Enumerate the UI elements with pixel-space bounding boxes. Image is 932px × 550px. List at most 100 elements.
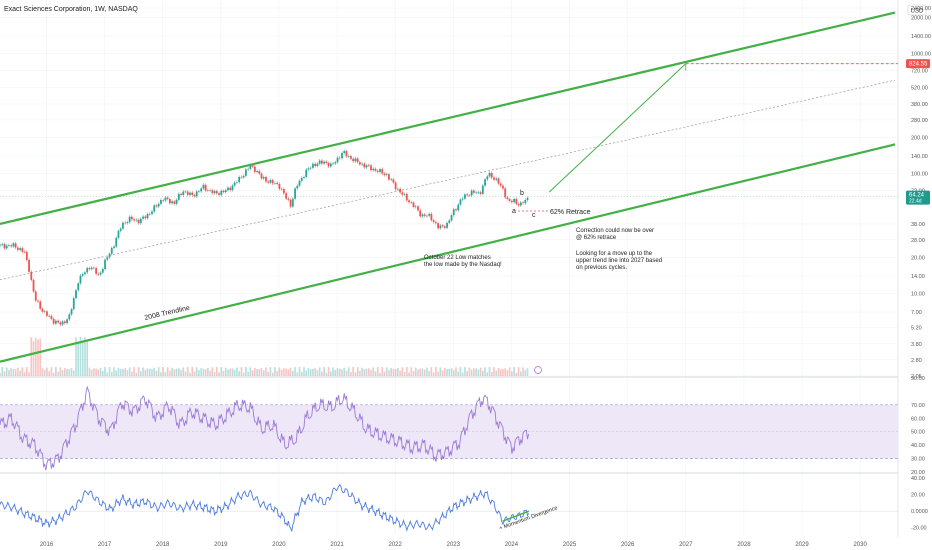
price-candle <box>495 178 498 180</box>
price-candle <box>468 195 471 197</box>
price-candle <box>166 197 169 200</box>
price-candle <box>381 169 384 174</box>
volume-bar <box>444 367 446 376</box>
volume-bar <box>314 368 316 376</box>
price-candle <box>63 321 66 324</box>
price-candle <box>481 185 484 194</box>
price-candle <box>52 318 55 324</box>
alert-icon[interactable] <box>534 366 542 374</box>
currency-box[interactable] <box>907 4 927 16</box>
price-candle <box>417 206 419 211</box>
channel-lines[interactable] <box>0 11 898 363</box>
price-candle <box>104 259 106 270</box>
divergence-line[interactable] <box>502 510 530 522</box>
upper-channel-line[interactable] <box>0 11 896 225</box>
price-candle <box>168 199 171 204</box>
price-candle <box>399 188 402 193</box>
time-tick-label: 2027 <box>679 542 693 548</box>
price-candle <box>345 151 348 157</box>
volume-bar <box>522 367 524 376</box>
price-candle <box>526 197 529 201</box>
channel-midline[interactable] <box>0 79 896 281</box>
price-candle <box>484 179 486 186</box>
price-candle <box>428 213 431 216</box>
volume-bar <box>148 368 151 376</box>
price-candle <box>48 315 51 317</box>
price-candle <box>25 251 28 260</box>
volume-bar <box>79 337 82 376</box>
price-candle <box>193 195 196 197</box>
price-candle <box>488 172 491 177</box>
volume-bar <box>70 367 73 376</box>
volume-bar <box>520 371 522 376</box>
volume-bar <box>269 367 272 376</box>
volume-bar <box>361 367 363 376</box>
price-candle <box>455 209 457 211</box>
price-candle <box>267 181 270 183</box>
price-tick-label: 7.00 <box>911 310 922 316</box>
price-candle <box>21 248 24 252</box>
volume-bar <box>414 367 417 376</box>
price-candle <box>517 203 520 206</box>
volume-bar <box>464 367 466 376</box>
currency-label: USD <box>911 9 924 15</box>
price-candle <box>247 168 250 170</box>
volume-bar <box>330 371 332 376</box>
volume-bar <box>493 367 495 376</box>
price-candle <box>135 219 138 221</box>
volume-bar <box>338 368 341 376</box>
price-candle <box>334 162 337 164</box>
price-candle <box>316 163 319 167</box>
price-candle <box>405 193 408 201</box>
price-candle <box>300 177 303 181</box>
price-candle <box>376 170 379 172</box>
price-candle <box>10 245 13 247</box>
volume-bar <box>345 370 348 376</box>
volume-bar <box>84 337 86 376</box>
price-candle <box>50 315 53 319</box>
price-candle <box>162 200 165 201</box>
price-candle <box>23 251 26 253</box>
volume-bar <box>216 367 218 376</box>
projection-line[interactable] <box>548 63 687 193</box>
price-candle <box>262 177 265 179</box>
volume-bar <box>379 372 381 376</box>
volume-bar <box>294 367 296 376</box>
price-candle <box>182 191 185 195</box>
price-candle <box>106 257 109 260</box>
volume-bar <box>280 369 283 376</box>
volume-bar <box>305 370 308 376</box>
price-candle <box>227 187 229 191</box>
volume-bar <box>441 370 444 376</box>
volume-bar <box>64 368 66 376</box>
price-candle <box>229 187 232 191</box>
volume-bar <box>236 367 238 376</box>
volume-bar <box>113 367 115 376</box>
price-candle <box>318 160 321 164</box>
momentum-series <box>0 484 898 532</box>
price-candle <box>452 209 455 216</box>
price-candle <box>338 157 341 159</box>
time-tick-label: 2025 <box>563 542 577 548</box>
price-candle <box>126 222 129 224</box>
volume-bar <box>157 367 160 376</box>
volume-bar <box>515 372 518 376</box>
volume-bar <box>256 369 258 376</box>
price-candle <box>101 269 104 273</box>
volume-bar <box>72 370 75 376</box>
price-candle <box>367 165 370 166</box>
price-candle <box>41 308 44 312</box>
volume-bar <box>146 368 149 376</box>
volume-bar <box>218 372 220 376</box>
price-candle <box>298 180 301 186</box>
volume-bar <box>511 371 513 376</box>
volume-bar <box>316 370 319 376</box>
price-candle <box>408 200 410 203</box>
volume-bar <box>17 367 19 376</box>
price-candle <box>177 193 180 200</box>
price-candle <box>54 320 57 324</box>
volume-bar <box>452 370 455 376</box>
time-tick-label: 2020 <box>272 542 286 548</box>
lower-channel-line[interactable] <box>0 143 896 363</box>
